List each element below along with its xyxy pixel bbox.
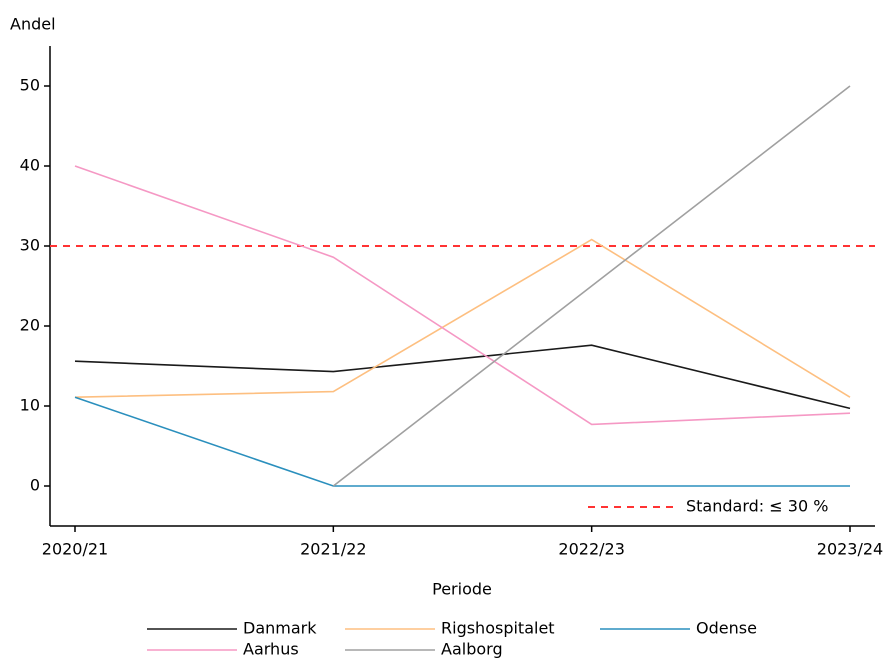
series-line (74, 165, 851, 426)
y-tick-label: 0 (30, 476, 40, 495)
y-tick-label: 50 (20, 76, 40, 95)
legend-label: Danmark (243, 619, 317, 638)
legend-label: Aalborg (441, 640, 503, 659)
legend-label: Rigshospitalet (441, 619, 555, 638)
x-axis-title: Periode (432, 580, 492, 599)
series-line (74, 396, 850, 487)
y-axis-title: Andel (10, 15, 56, 34)
series-line (74, 344, 851, 410)
y-tick-label: 20 (20, 316, 40, 335)
reference-label: Standard: ≤ 30 % (686, 497, 828, 516)
x-tick-label: 2023/24 (817, 540, 883, 559)
y-tick-label: 10 (20, 396, 40, 415)
series-line (332, 85, 851, 487)
x-tick-label: 2022/23 (558, 540, 624, 559)
legend-label: Aarhus (243, 640, 299, 659)
x-tick-label: 2020/21 (42, 540, 108, 559)
series-line (74, 238, 851, 398)
legend-label: Odense (696, 619, 757, 638)
x-tick-label: 2021/22 (300, 540, 366, 559)
y-tick-label: 30 (20, 236, 40, 255)
y-tick-label: 40 (20, 156, 40, 175)
